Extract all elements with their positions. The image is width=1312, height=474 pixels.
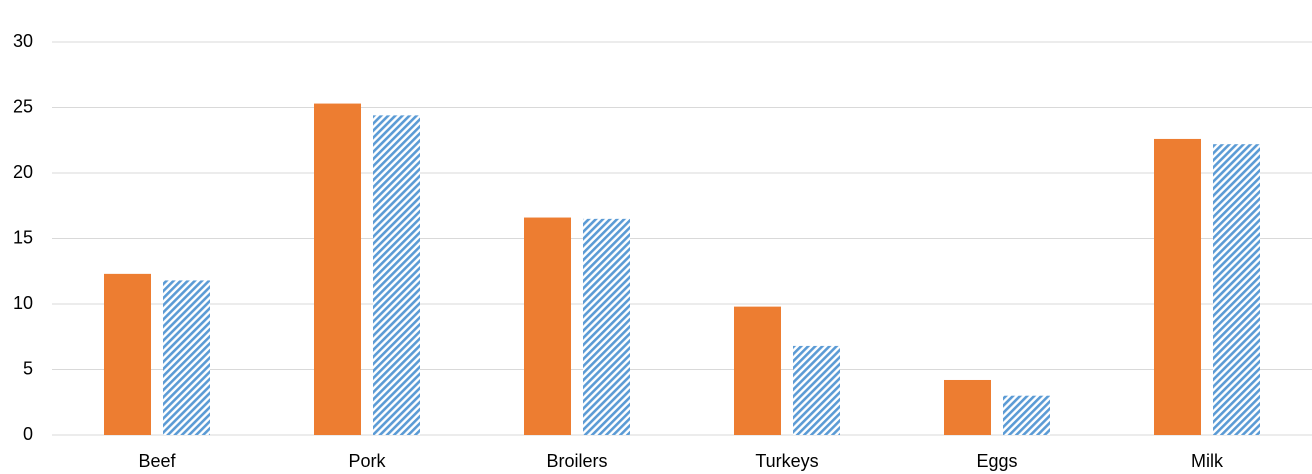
bar [1003, 395, 1050, 435]
y-tick-label: 30 [13, 31, 33, 51]
y-tick-label: 20 [13, 162, 33, 182]
bar [314, 103, 361, 435]
x-tick-label: Milk [1191, 451, 1224, 471]
bar [373, 115, 420, 436]
y-tick-label: 10 [13, 293, 33, 313]
bar [163, 280, 210, 435]
x-tick-label: Beef [138, 451, 176, 471]
y-tick-label: 25 [13, 96, 33, 116]
x-tick-label: Turkeys [755, 451, 818, 471]
bar [524, 217, 571, 435]
x-tick-label: Pork [348, 451, 386, 471]
x-tick-label: Eggs [976, 451, 1017, 471]
bar [793, 345, 840, 435]
x-tick-label: Broilers [546, 451, 607, 471]
bar [944, 379, 991, 435]
bar [104, 273, 151, 435]
y-tick-label: 0 [23, 424, 33, 444]
y-tick-label: 5 [23, 358, 33, 378]
bar [1213, 144, 1260, 435]
bar [734, 306, 781, 435]
bar [583, 218, 630, 435]
y-tick-label: 15 [13, 227, 33, 247]
bar [1154, 138, 1201, 435]
